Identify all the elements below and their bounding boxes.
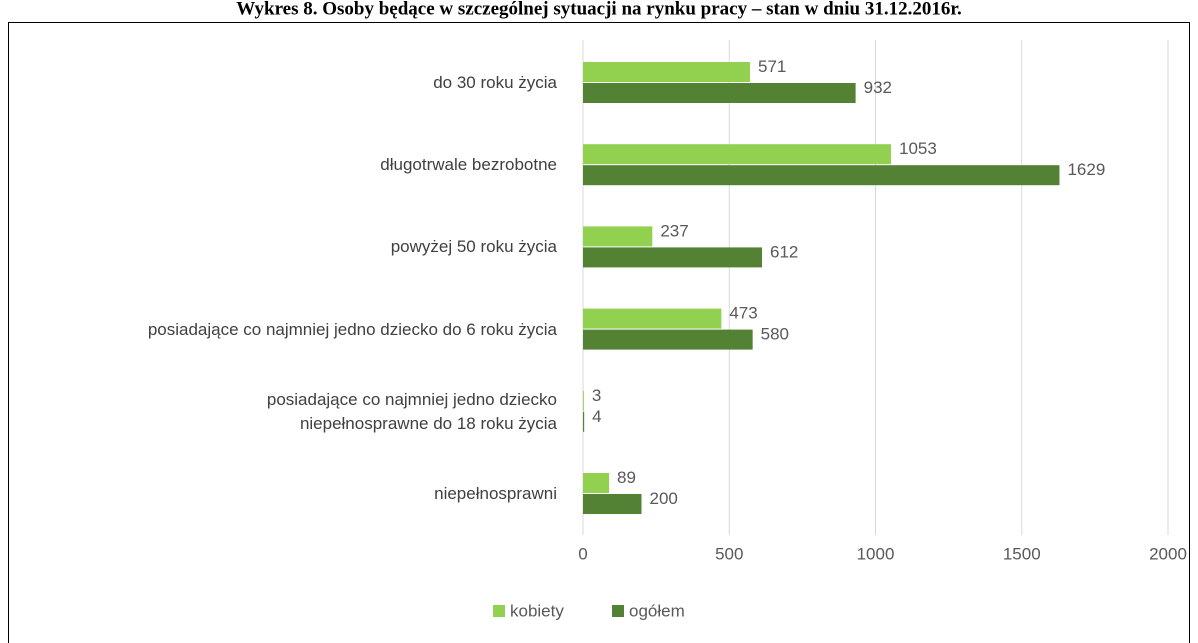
y-tick-label: posiadające co najmniej jedno dziecko ni… (266, 389, 557, 433)
y-tick-label: niepełnosprawni (434, 484, 557, 503)
legend-label: kobiety (510, 601, 564, 620)
x-tick-label: 0 (578, 544, 587, 563)
bar (583, 144, 892, 165)
value-label: 200 (650, 489, 678, 508)
y-tick-label: powyżej 50 roku życia (390, 237, 557, 257)
value-label: 571 (758, 57, 786, 76)
value-label: 612 (770, 242, 798, 261)
x-tick-label: 1000 (857, 544, 895, 563)
value-label: 473 (729, 304, 757, 323)
bar (583, 411, 585, 432)
bar (583, 83, 856, 103)
bar (583, 329, 753, 350)
y-tick-label: posiadające co najmniej jedno dziecko do… (147, 319, 557, 339)
value-label: 580 (761, 325, 789, 344)
value-label: 4 (592, 407, 601, 426)
value-label: 1053 (899, 139, 937, 158)
bar (583, 308, 722, 329)
bar (583, 247, 763, 268)
bar (583, 62, 751, 82)
y-tick-label: do 30 roku życia (433, 73, 557, 92)
legend-label: ogółem (629, 601, 685, 620)
x-tick-label: 2000 (1149, 544, 1187, 563)
legend-swatch (493, 605, 505, 617)
value-label: 1629 (1067, 160, 1105, 179)
legend-swatch (612, 605, 624, 617)
bar (583, 494, 642, 514)
value-label: 237 (660, 221, 688, 240)
chart-border (8, 22, 1190, 643)
x-tick-label: 500 (715, 544, 743, 563)
x-tick-label: 1500 (1003, 544, 1041, 563)
chart-title: Wykres 8. Osoby będące w szczególnej syt… (236, 0, 962, 19)
value-label: 932 (864, 78, 892, 97)
bar (583, 473, 610, 493)
bar (583, 390, 584, 411)
bar (583, 226, 653, 247)
value-label: 89 (617, 468, 636, 487)
value-label: 3 (592, 386, 601, 405)
y-tick-label: długotrwale bezrobotne (380, 155, 557, 175)
bar (583, 165, 1060, 186)
